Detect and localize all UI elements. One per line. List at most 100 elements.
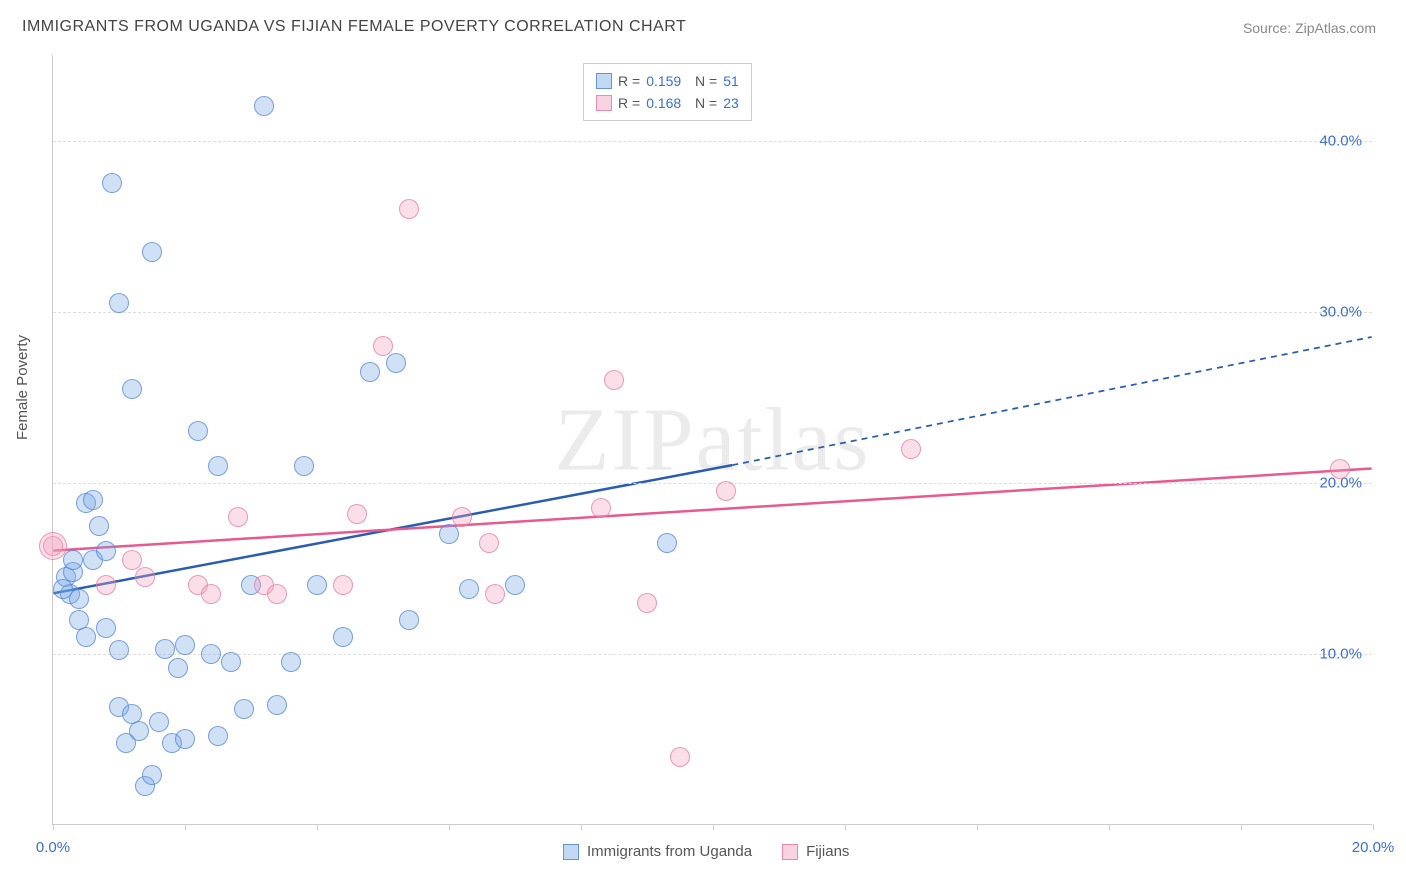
xtick (185, 824, 186, 830)
data-point (604, 370, 624, 390)
data-point (109, 293, 129, 313)
legend-stats-row-pink: R = 0.168 N = 23 (596, 92, 739, 114)
data-point (83, 490, 103, 510)
data-point (591, 498, 611, 518)
gridline (53, 312, 1372, 313)
data-point (234, 699, 254, 719)
data-point (122, 550, 142, 570)
xtick (1373, 824, 1374, 830)
data-point (188, 421, 208, 441)
data-point (505, 575, 525, 595)
swatch-pink-icon (596, 95, 612, 111)
swatch-pink-icon (782, 844, 798, 860)
data-point (347, 504, 367, 524)
gridline (53, 654, 1372, 655)
data-point (294, 456, 314, 476)
xtick (845, 824, 846, 830)
data-point (459, 579, 479, 599)
xtick (53, 824, 54, 830)
data-point (63, 550, 83, 570)
data-point (439, 524, 459, 544)
chart-container: IMMIGRANTS FROM UGANDA VS FIJIAN FEMALE … (0, 0, 1406, 892)
data-point (281, 652, 301, 672)
data-point (333, 627, 353, 647)
data-point (149, 712, 169, 732)
chart-title: IMMIGRANTS FROM UGANDA VS FIJIAN FEMALE … (22, 18, 686, 36)
data-point (901, 439, 921, 459)
n-value-blue: 51 (723, 73, 739, 89)
data-point (637, 593, 657, 613)
xtick (1109, 824, 1110, 830)
data-point (716, 481, 736, 501)
xtick (581, 824, 582, 830)
swatch-blue-icon (596, 73, 612, 89)
swatch-blue-icon (563, 844, 579, 860)
data-point (142, 765, 162, 785)
data-point (485, 584, 505, 604)
data-point (267, 584, 287, 604)
data-point (96, 618, 116, 638)
source-text: Source: ZipAtlas.com (1243, 20, 1376, 36)
data-point (267, 695, 287, 715)
data-point (175, 635, 195, 655)
data-point (399, 199, 419, 219)
data-point (1330, 459, 1350, 479)
data-point (201, 584, 221, 604)
data-point (168, 658, 188, 678)
data-point (670, 747, 690, 767)
data-point (201, 644, 221, 664)
gridline (53, 483, 1372, 484)
legend-stats: R = 0.159 N = 51 R = 0.168 N = 23 (583, 63, 752, 121)
data-point (386, 353, 406, 373)
data-point (155, 639, 175, 659)
xtick (317, 824, 318, 830)
data-point (254, 96, 274, 116)
data-point (307, 575, 327, 595)
data-point (221, 652, 241, 672)
r-value-pink: 0.168 (646, 95, 681, 111)
xtick (1241, 824, 1242, 830)
legend-label-fijians: Fijians (806, 843, 849, 860)
watermark: ZIPatlas (555, 388, 871, 491)
xtick-label: 20.0% (1352, 839, 1395, 856)
data-point (452, 507, 472, 527)
data-point (96, 575, 116, 595)
xtick (977, 824, 978, 830)
data-point (208, 726, 228, 746)
gridline (53, 141, 1372, 142)
data-point (89, 516, 109, 536)
data-point (129, 721, 149, 741)
r-value-blue: 0.159 (646, 73, 681, 89)
data-point (228, 507, 248, 527)
data-point (76, 627, 96, 647)
xtick-label: 0.0% (36, 839, 70, 856)
legend-item-uganda: Immigrants from Uganda (563, 843, 752, 860)
data-point (373, 336, 393, 356)
data-point (399, 610, 419, 630)
data-point (122, 379, 142, 399)
data-point (39, 532, 67, 560)
data-point (102, 173, 122, 193)
data-point (96, 541, 116, 561)
data-point (69, 589, 89, 609)
data-point (175, 729, 195, 749)
xtick (449, 824, 450, 830)
plot-area: ZIPatlas R = 0.159 N = 51 R = 0.168 N = … (52, 55, 1372, 825)
n-value-pink: 23 (723, 95, 739, 111)
y-axis-label: Female Poverty (14, 335, 31, 440)
xtick (713, 824, 714, 830)
legend-stats-row-blue: R = 0.159 N = 51 (596, 70, 739, 92)
ytick-label: 40.0% (1319, 132, 1362, 149)
data-point (109, 640, 129, 660)
legend-bottom: Immigrants from Uganda Fijians (563, 843, 849, 860)
legend-label-uganda: Immigrants from Uganda (587, 843, 752, 860)
data-point (657, 533, 677, 553)
ytick-label: 30.0% (1319, 303, 1362, 320)
data-point (135, 567, 155, 587)
data-point (208, 456, 228, 476)
data-point (333, 575, 353, 595)
data-point (142, 242, 162, 262)
legend-item-fijians: Fijians (782, 843, 849, 860)
data-point (360, 362, 380, 382)
ytick-label: 10.0% (1319, 645, 1362, 662)
